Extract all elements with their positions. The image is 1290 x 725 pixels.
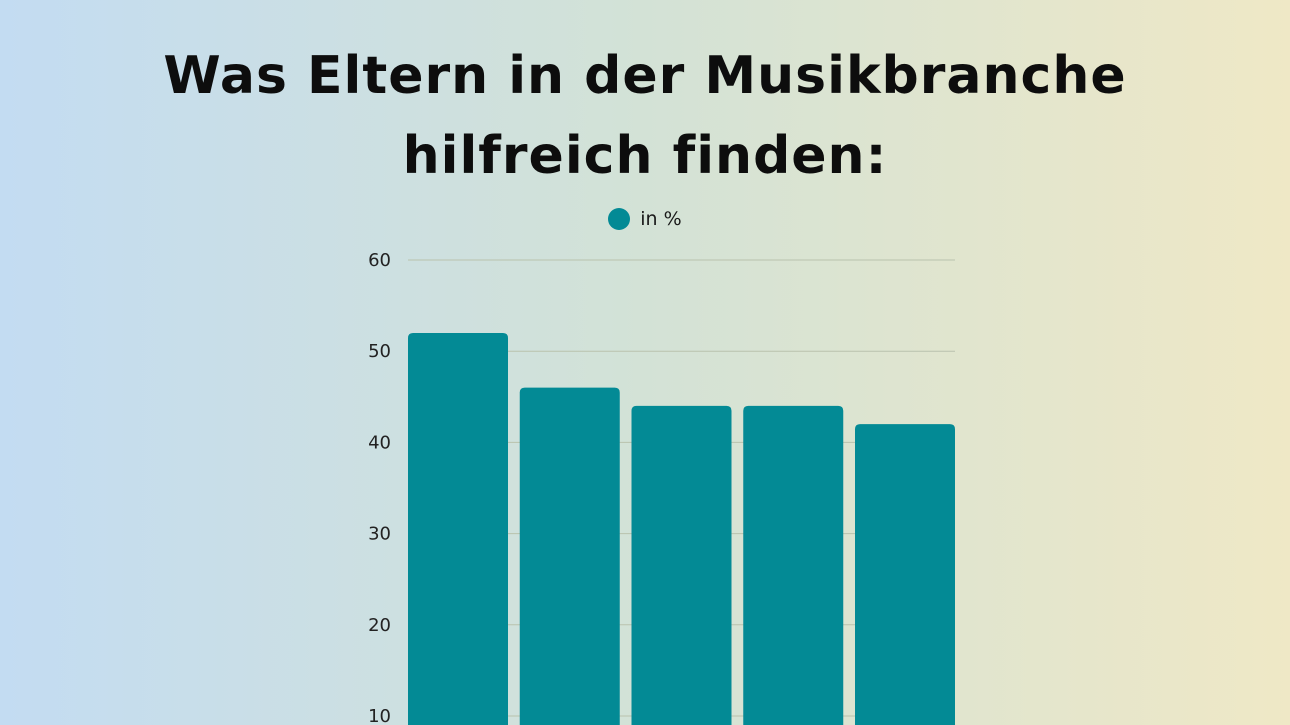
legend-label: in % bbox=[640, 208, 682, 230]
bar-1 bbox=[408, 332, 508, 725]
bar-5 bbox=[855, 424, 955, 725]
y-tick-label-50: 50 bbox=[368, 341, 391, 362]
bar-2 bbox=[519, 387, 620, 725]
bar-3 bbox=[631, 405, 732, 725]
y-tick-label-10: 10 bbox=[368, 706, 391, 725]
y-tick-label-20: 20 bbox=[368, 615, 391, 636]
y-tick-label-60: 60 bbox=[368, 250, 391, 271]
legend-swatch-circle-icon bbox=[608, 208, 631, 230]
y-tick-label-40: 40 bbox=[368, 432, 391, 453]
chart-legend: in % bbox=[0, 208, 1290, 230]
chart-title-line-2: hilfreich finden: bbox=[402, 126, 888, 186]
y-tick-label-30: 30 bbox=[368, 524, 391, 545]
bar-4 bbox=[743, 405, 844, 725]
chart-title-line-1: Was Eltern in der Musikbranche bbox=[163, 46, 1127, 106]
chart-title: Was Eltern in der Musikbranche hilfreich… bbox=[0, 36, 1290, 196]
